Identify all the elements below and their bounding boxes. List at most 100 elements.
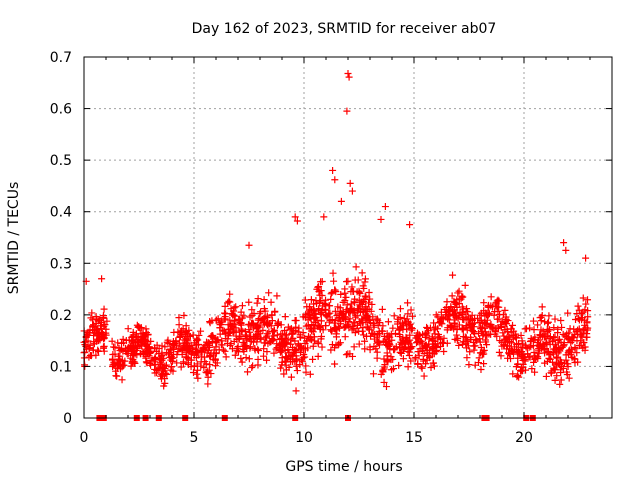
- data-point: [319, 326, 327, 334]
- data-point: [118, 376, 126, 384]
- data-point: [467, 333, 475, 341]
- data-point: [552, 343, 560, 351]
- data-point: [226, 290, 234, 298]
- data-point: [221, 309, 229, 317]
- data-point: [557, 368, 565, 376]
- axis-ticks: [83, 56, 612, 419]
- data-point: [493, 303, 501, 311]
- data-point: [373, 333, 381, 341]
- data-point: [325, 318, 333, 326]
- data-point: [474, 314, 482, 322]
- data-point: [469, 323, 477, 331]
- data-point: [518, 367, 526, 375]
- data-point: [485, 310, 493, 318]
- x-tick-label: 5: [190, 430, 199, 446]
- data-point: [208, 338, 216, 346]
- data-point: [497, 352, 505, 360]
- data-point: [297, 343, 305, 351]
- data-point: [355, 327, 363, 335]
- data-point: [112, 372, 120, 380]
- data-point: [248, 306, 256, 314]
- grid: [84, 57, 612, 418]
- data-point: [541, 333, 549, 341]
- data-point: [575, 306, 583, 314]
- data-point: [261, 334, 269, 342]
- data-point: [202, 368, 210, 376]
- data-point: [483, 341, 491, 349]
- data-point: [530, 358, 538, 366]
- data-point: [87, 314, 95, 322]
- data-point: [281, 313, 289, 321]
- data-point: [177, 363, 185, 371]
- data-point: [330, 277, 338, 285]
- data-point: [253, 322, 261, 330]
- data-point: [551, 315, 559, 323]
- data-point: [320, 299, 328, 307]
- data-point: [221, 302, 229, 310]
- data-point: [384, 318, 392, 326]
- data-point: [458, 310, 466, 318]
- data-point: [264, 330, 272, 338]
- data-point: [94, 346, 102, 354]
- data-point: [350, 343, 358, 351]
- data-point: [362, 310, 370, 318]
- data-point: [129, 356, 137, 364]
- data-point: [466, 348, 474, 356]
- data-point: [193, 370, 201, 378]
- outlier-point: [406, 221, 414, 229]
- data-point: [318, 277, 326, 285]
- data-point: [389, 324, 397, 332]
- data-point: [396, 330, 404, 338]
- data-point: [282, 366, 290, 374]
- data-point: [297, 349, 305, 357]
- data-point: [348, 283, 356, 291]
- data-point: [564, 309, 572, 317]
- data-point: [405, 345, 413, 353]
- data-point: [240, 312, 248, 320]
- data-point: [555, 335, 563, 343]
- data-point: [539, 327, 547, 335]
- data-point: [495, 348, 503, 356]
- data-point: [211, 355, 219, 363]
- data-point: [563, 368, 571, 376]
- data-point: [526, 324, 534, 332]
- data-point: [569, 333, 577, 341]
- y-axis-label: SRMTID / TECUs: [6, 182, 22, 295]
- data-point: [175, 314, 183, 322]
- data-point: [238, 358, 246, 366]
- data-point: [280, 370, 288, 378]
- data-point: [444, 315, 452, 323]
- data-point: [455, 321, 463, 329]
- data-point: [292, 323, 300, 331]
- data-point: [538, 303, 546, 311]
- data-point: [411, 355, 419, 363]
- data-point: [347, 307, 355, 315]
- data-point: [488, 323, 496, 331]
- data-point: [272, 345, 280, 353]
- data-point: [380, 355, 388, 363]
- data-point: [233, 344, 241, 352]
- data-point: [224, 335, 232, 343]
- data-point: [379, 366, 387, 374]
- data-point: [553, 372, 561, 380]
- data-point: [329, 269, 337, 277]
- data-point: [515, 373, 523, 381]
- data-point: [494, 296, 502, 304]
- data-point: [306, 325, 314, 333]
- data-point: [557, 376, 565, 384]
- data-point: [94, 317, 102, 325]
- data-point: [418, 364, 426, 372]
- data-point: [244, 368, 252, 376]
- data-point: [177, 327, 185, 335]
- data-point: [110, 343, 118, 351]
- data-point: [438, 339, 446, 347]
- data-point: [246, 313, 254, 321]
- data-point: [342, 351, 350, 359]
- data-point: [477, 366, 485, 373]
- data-point: [337, 290, 345, 298]
- data-point: [581, 346, 589, 354]
- data-point: [84, 328, 92, 336]
- data-point: [129, 331, 137, 339]
- data-point: [194, 366, 202, 374]
- data-point: [368, 330, 376, 338]
